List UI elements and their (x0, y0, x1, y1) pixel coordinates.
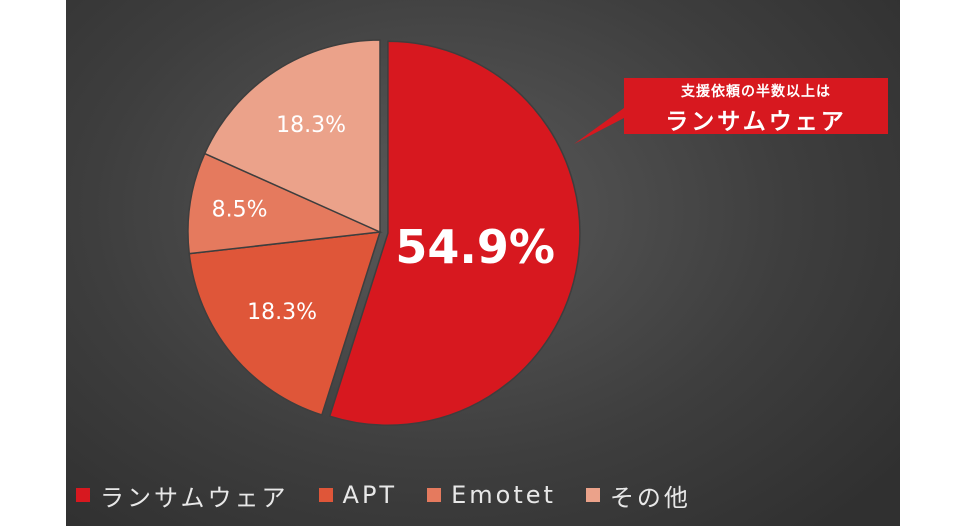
label-other: 18.3% (276, 113, 346, 138)
pie-labels: 54.9% 18.3% 8.5% 18.3% (212, 113, 555, 325)
legend-item-ransomware: ランサムウェア (76, 478, 289, 513)
legend-label: Emotet (451, 481, 556, 509)
legend-swatch (318, 488, 333, 502)
callout-box (574, 78, 888, 144)
legend: ランサムウェア APT Emotet その他 (76, 478, 721, 512)
legend-swatch (427, 488, 442, 502)
legend-swatch (76, 488, 90, 502)
label-apt: 18.3% (247, 300, 317, 325)
legend-item-other: その他 (585, 478, 691, 513)
legend-swatch (585, 488, 600, 502)
label-ransomware: 54.9% (395, 220, 555, 274)
legend-label: その他 (609, 483, 691, 512)
legend-label: ランサムウェア (100, 483, 289, 512)
slice-apt (188, 231, 382, 416)
slice-other (203, 39, 381, 234)
slice-ransomware (328, 40, 581, 426)
slice-emotet (187, 152, 383, 255)
callout-shape (574, 78, 888, 144)
legend-item-apt: APT (318, 481, 398, 509)
pie-slices (187, 39, 581, 426)
legend-item-emotet: Emotet (427, 481, 556, 509)
label-emotet: 8.5% (212, 198, 268, 223)
legend-label: APT (342, 481, 398, 509)
